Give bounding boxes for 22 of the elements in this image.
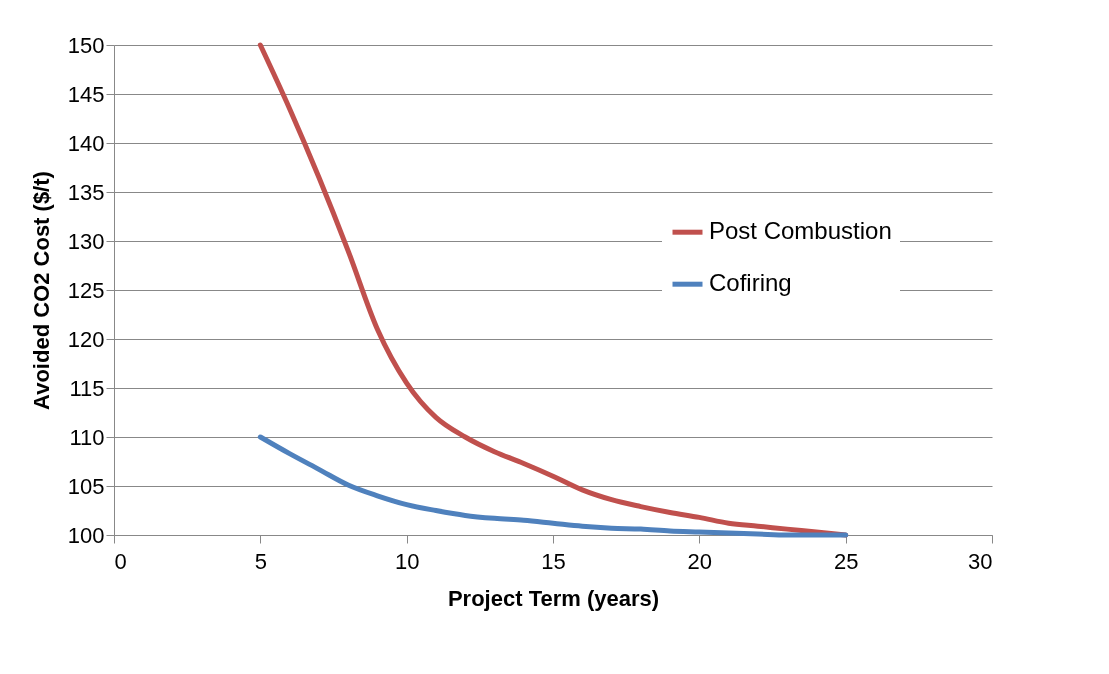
y-tick-label: 140 [67, 130, 105, 156]
legend-label: Post Combustion [709, 217, 892, 245]
x-tick-label: 30 [968, 548, 993, 574]
y-tick-label: 135 [67, 179, 105, 205]
y-tick-label: 150 [67, 32, 105, 58]
y-tick-label: 120 [67, 326, 105, 352]
y-tick-label: 105 [67, 473, 105, 499]
x-tick-label: 5 [254, 548, 267, 574]
x-tick-label: 15 [541, 548, 566, 574]
x-tick-label: 0 [114, 548, 127, 574]
y-tick-label: 125 [67, 277, 105, 303]
y-axis-title: Avoided CO2 Cost ($/t) [28, 171, 54, 410]
y-tick-label: 115 [69, 375, 105, 401]
y-tick-label: 130 [67, 228, 105, 254]
x-tick-label: 10 [394, 548, 420, 574]
x-axis-title: Project Term (years) [447, 585, 660, 611]
y-tick-label: 100 [67, 522, 105, 548]
x-tick-label: 25 [833, 548, 859, 574]
y-tick-label: 110 [69, 424, 105, 450]
legend-label: Cofiring [709, 269, 792, 297]
x-tick-label: 20 [687, 548, 713, 574]
y-tick-label: 145 [67, 81, 105, 107]
